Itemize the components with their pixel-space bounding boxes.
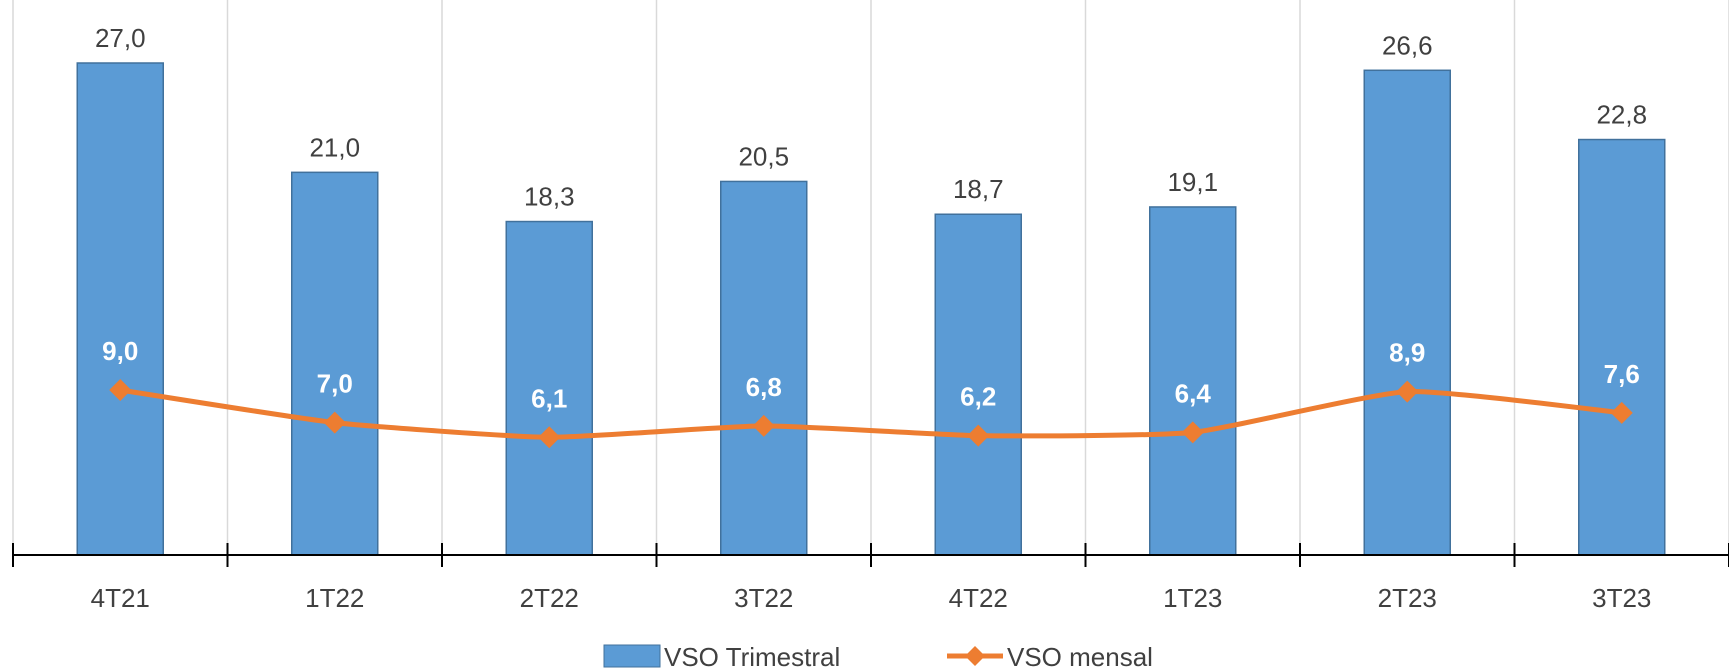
legend-label-vso-mensal: VSO mensal [1007,642,1153,672]
x-tick-label: 2T22 [520,583,579,613]
bar-value-label: 22,8 [1596,100,1647,130]
bar-value-label: 20,5 [738,141,789,171]
gridlines [12,0,1729,555]
legend-marker-vso-mensal [965,646,985,666]
line-value-label: 9,0 [102,336,138,366]
line-value-label: 7,0 [317,369,353,399]
legend-swatch-vso-trimestral [603,644,661,668]
x-tick-label: 4T21 [91,583,150,613]
bar-series-vso-trimestral [76,62,1666,556]
x-tick-label: 1T23 [1163,583,1222,613]
line-series-vso-mensal [109,379,1633,449]
legend: VSO Trimestral VSO mensal [603,642,1153,672]
line-marker [752,414,775,437]
bar [1363,69,1451,556]
x-tick-label: 4T22 [949,583,1008,613]
x-tick-label: 3T23 [1592,583,1651,613]
series-line [117,387,1625,440]
line-marker [109,379,132,401]
legend-label-vso-trimestral: VSO Trimestral [664,642,840,672]
line-value-label: 6,2 [960,382,996,412]
x-tick-label: 2T23 [1378,583,1437,613]
bar [1578,138,1666,556]
line-value-label: 7,6 [1604,359,1640,389]
bar-value-label: 18,7 [953,174,1004,204]
line-data-labels: 9,0 7,0 6,1 6,8 6,2 6,4 8,9 7,6 [102,336,1640,413]
line-marker [1610,401,1633,424]
x-tick-label: 3T22 [734,583,793,613]
x-axis: 4T21 1T22 2T22 3T22 4T22 1T23 2T23 3T23 [12,543,1729,613]
bar-value-label: 21,0 [309,132,360,162]
line-marker [538,426,561,449]
bar-value-label: 26,6 [1382,30,1433,60]
bar [720,180,808,556]
line-marker [323,411,346,434]
bar [76,62,164,556]
line-marker [967,424,990,447]
bar [1149,206,1237,556]
bar-data-labels: 27,0 21,0 18,3 20,5 18,7 19,1 26,6 22,8 [95,23,1647,212]
line-value-label: 8,9 [1389,338,1425,368]
bar [505,220,593,556]
bar-value-label: 19,1 [1167,167,1218,197]
line-marker [1396,380,1419,403]
line-value-label: 6,1 [531,383,567,413]
line-value-label: 6,4 [1175,378,1212,408]
line-marker [1181,421,1204,444]
x-tick-label: 1T22 [305,583,364,613]
bar [934,213,1022,556]
bar-value-label: 27,0 [95,23,146,53]
line-value-label: 6,8 [746,372,782,402]
bar-value-label: 18,3 [524,182,575,212]
bar [291,171,379,556]
